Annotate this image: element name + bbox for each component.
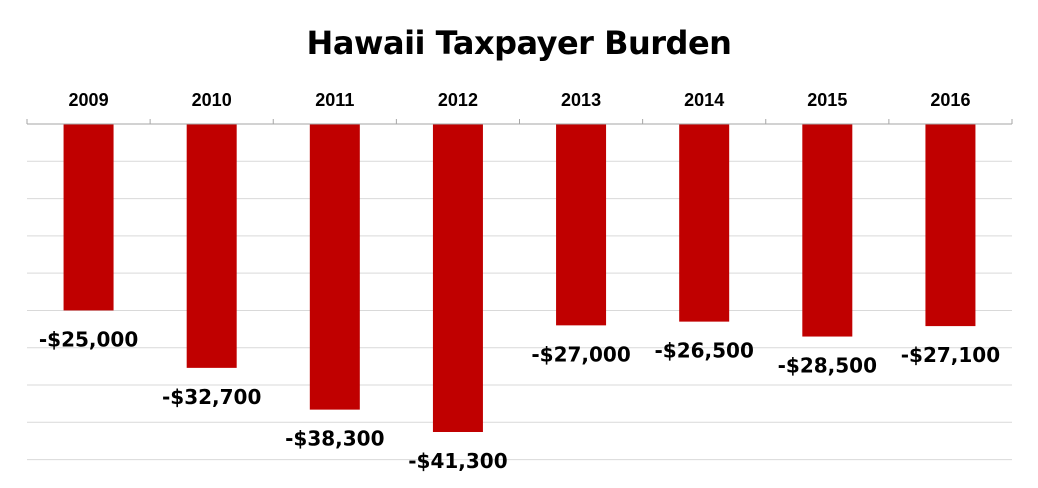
data-label: -$32,700 [162,385,261,409]
category-axis [26,119,1013,125]
category-labels: 2009 2010 2011 2012 2013 2014 2015 2016 [69,90,971,110]
bar-2013 [556,124,607,326]
category-label: 2015 [807,90,847,110]
bar-2015 [802,124,853,337]
category-label: 2012 [438,90,478,110]
data-label: -$25,000 [39,327,138,351]
data-label: -$26,500 [654,339,753,363]
chart-title: Hawaii Taxpayer Burden [306,24,732,62]
data-label: -$38,300 [285,427,384,451]
data-label: -$27,100 [901,343,1000,367]
bar-2011 [309,124,360,410]
bar-2014 [679,124,730,322]
category-label: 2011 [315,90,354,110]
bar-2009 [63,124,114,311]
gridlines [27,160,1012,461]
category-label: 2009 [69,90,109,110]
data-label: -$27,000 [531,342,630,366]
category-label: 2014 [684,90,724,110]
bar-2012 [432,124,483,432]
data-label: -$28,500 [778,354,877,378]
bar-2016 [925,124,976,327]
data-label: -$41,300 [408,449,507,473]
value-labels: -$25,000 -$32,700 -$38,300 -$41,300 -$27,000… [39,327,1000,473]
bar-2010 [186,124,237,368]
category-label: 2013 [561,90,601,110]
category-label: 2016 [930,90,970,110]
category-label: 2010 [192,90,232,110]
bars [63,124,976,432]
